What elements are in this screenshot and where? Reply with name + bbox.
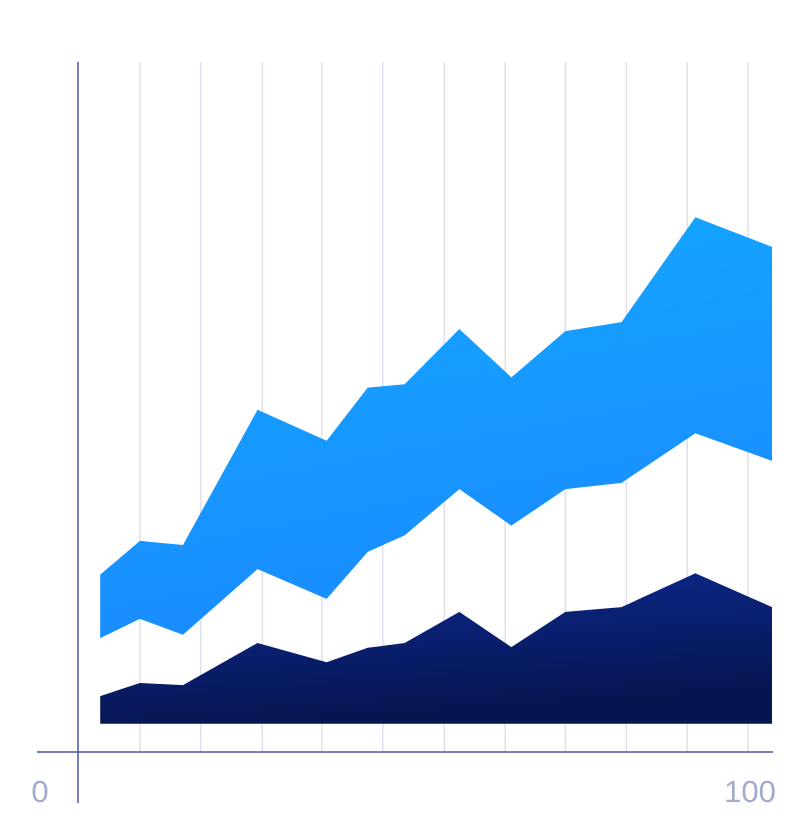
area	[100, 217, 773, 639]
area	[100, 573, 773, 724]
x-tick-label: 0	[31, 774, 48, 809]
x-tick-label: 100	[724, 774, 776, 809]
